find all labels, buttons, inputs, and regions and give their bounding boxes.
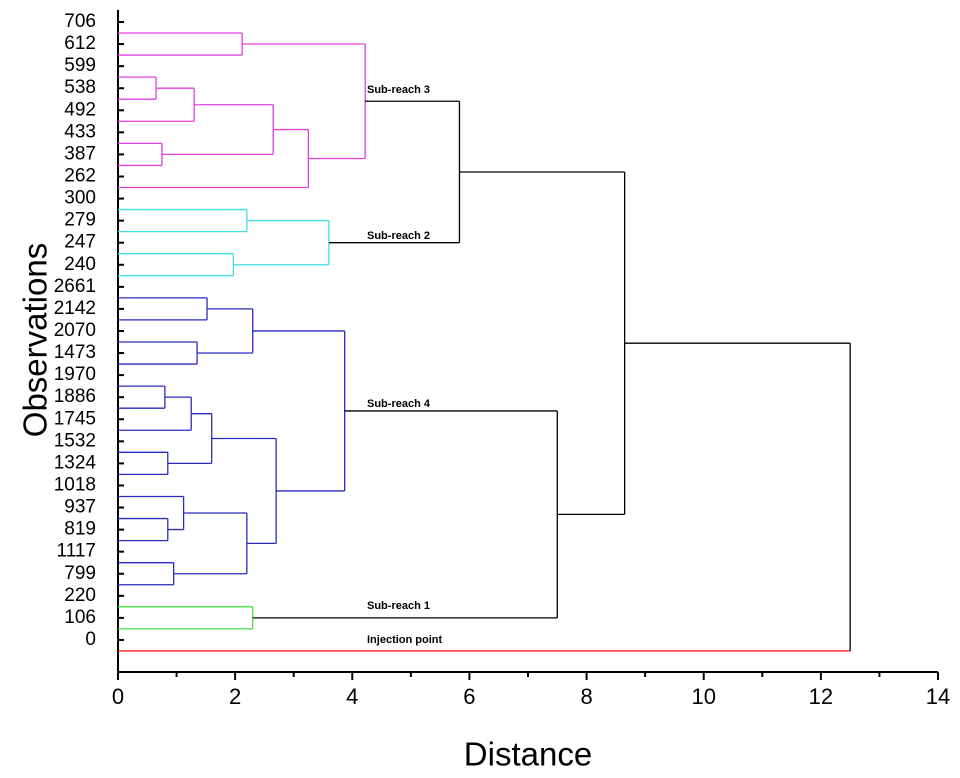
x-tick-label: 8 [580, 684, 592, 709]
y-tick-label: 300 [64, 188, 96, 209]
x-tick-label: 4 [346, 684, 358, 709]
y-tick-label: 1532 [54, 430, 96, 451]
y-tick-label: 1886 [54, 386, 96, 407]
y-tick-label: 2142 [54, 298, 96, 319]
y-tick-label: 612 [64, 33, 96, 54]
y-tick-label: 1117 [57, 541, 96, 562]
y-tick-label: 599 [64, 55, 96, 76]
x-tick-label: 6 [463, 684, 475, 709]
y-tick-label: 1970 [54, 364, 96, 385]
y-axis-title: Observations [17, 243, 54, 437]
y-tick-label: 433 [64, 121, 96, 142]
x-tick-label: 12 [809, 684, 833, 709]
y-tick-label: 2070 [54, 320, 96, 341]
y-tick-label: 819 [64, 519, 96, 540]
y-tick-label: 279 [64, 210, 96, 231]
y-tick-label: 240 [64, 254, 96, 275]
y-tick-label: 106 [64, 607, 96, 628]
y-tick-label: 799 [64, 563, 96, 584]
y-tick-label: 1473 [54, 342, 96, 363]
x-axis-title: Distance [464, 736, 592, 773]
y-tick-label: 220 [64, 585, 96, 606]
y-tick-label: 1745 [54, 408, 96, 429]
y-tick-label: 937 [64, 497, 96, 518]
y-tick-label: 492 [64, 99, 96, 120]
x-tick-label: 0 [112, 684, 124, 709]
x-tick-label: 2 [229, 684, 241, 709]
y-tick-label: 247 [64, 232, 96, 253]
annotation: Sub-reach 2 [367, 230, 430, 242]
y-tick-label: 2661 [54, 276, 96, 297]
y-tick-label: 1018 [54, 474, 96, 495]
y-tick-label: 0 [85, 629, 96, 650]
y-tick-label: 1324 [54, 452, 97, 473]
annotation: Injection point [367, 634, 442, 646]
annotation: Sub-reach 4 [367, 398, 431, 410]
y-tick-label: 706 [64, 11, 96, 32]
y-tick-label: 387 [64, 143, 96, 164]
annotation: Sub-reach 1 [367, 600, 430, 612]
x-tick-label: 10 [691, 684, 715, 709]
y-tick-label: 538 [64, 77, 96, 98]
y-tick-label: 262 [64, 166, 96, 187]
annotation: Sub-reach 3 [367, 84, 430, 96]
x-tick-label: 14 [926, 684, 950, 709]
